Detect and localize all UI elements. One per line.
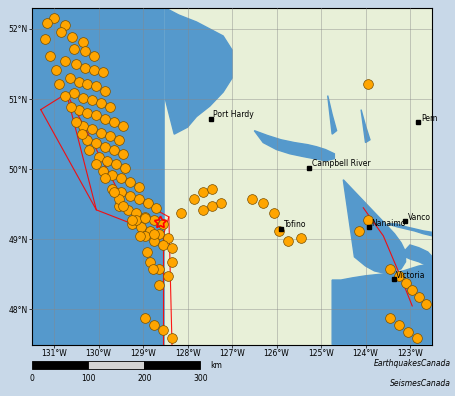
Text: Port Hardy: Port Hardy <box>213 110 254 119</box>
Polygon shape <box>165 8 232 134</box>
Text: Tofino: Tofino <box>284 221 306 229</box>
Polygon shape <box>343 180 405 273</box>
Text: 0: 0 <box>30 374 34 383</box>
Polygon shape <box>254 131 334 161</box>
Text: Campbell River: Campbell River <box>312 160 370 168</box>
Text: Vanco: Vanco <box>407 213 430 222</box>
Polygon shape <box>165 8 432 345</box>
Text: Nanaimo: Nanaimo <box>371 219 406 228</box>
Bar <box>32 361 88 369</box>
Text: EarthquakesCanada: EarthquakesCanada <box>374 359 450 368</box>
Text: 300: 300 <box>193 374 208 383</box>
Text: Pem: Pem <box>421 114 437 123</box>
Polygon shape <box>167 147 403 273</box>
Text: km: km <box>211 360 222 369</box>
Polygon shape <box>401 245 432 266</box>
Polygon shape <box>165 8 343 99</box>
Bar <box>88 361 144 369</box>
Polygon shape <box>332 264 432 345</box>
Text: SeismesCanada: SeismesCanada <box>389 379 450 388</box>
Polygon shape <box>361 110 370 143</box>
Bar <box>144 361 201 369</box>
Polygon shape <box>328 95 337 134</box>
Text: 200: 200 <box>137 374 152 383</box>
Polygon shape <box>388 224 432 236</box>
Text: Victoria: Victoria <box>396 271 426 280</box>
Text: 100: 100 <box>81 374 95 383</box>
